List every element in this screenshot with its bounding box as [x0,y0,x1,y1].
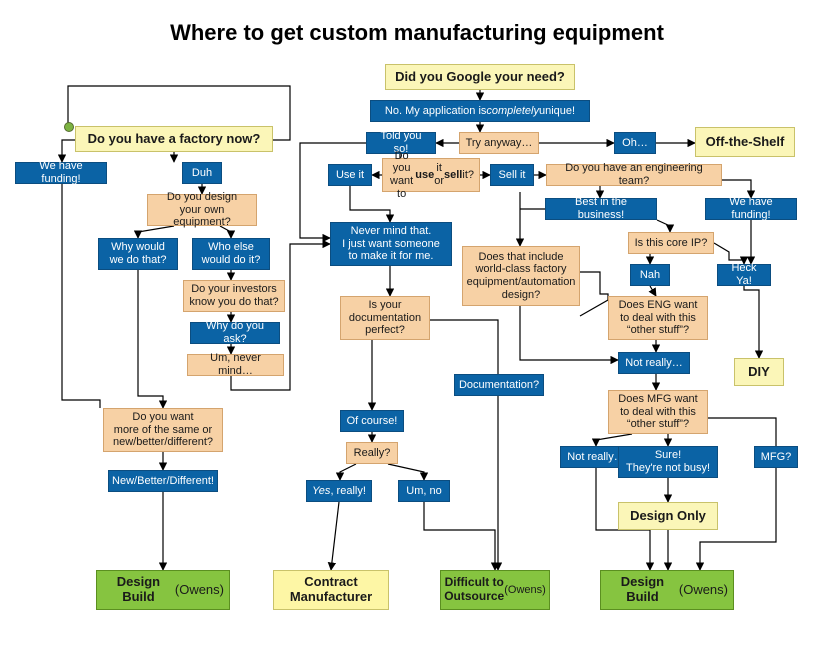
node-who: Who elsewould do it? [192,238,270,270]
node-heck: Heck Ya! [717,264,771,286]
node-inv: Do your investorsknow you do that? [183,280,285,312]
node-us1: Do you want touse it or sell it? [382,158,480,192]
node-mfgq: MFG? [754,446,798,468]
flowchart-canvas: Where to get custom manufacturing equipm… [0,0,834,648]
node-why: Why wouldwe do that? [98,238,178,270]
node-docq: Documentation? [454,374,544,396]
node-db2: Design Build(Owens) [600,570,734,610]
node-useit: Use it [328,164,372,186]
node-fund1: We have funding! [15,162,107,184]
node-umno: Um, no [398,480,450,502]
node-core: Is this core IP? [628,232,714,254]
node-eng: Do you have an engineering team? [546,164,722,186]
node-duh: Duh [182,162,222,184]
chart-title: Where to get custom manufacturing equipm… [0,20,834,46]
node-wc: Does that includeworld-class factoryequi… [462,246,580,306]
node-donly: Design Only [618,502,718,530]
node-n1: No. My application is completely unique! [370,100,590,122]
node-nr1: Not really… [618,352,690,374]
node-nev: Never mind that.I just want someoneto ma… [330,222,452,266]
node-whyask: Why do you ask? [190,322,280,344]
node-fund2: We have funding! [705,198,797,220]
node-mfgdeal: Does MFG wantto deal with this“other stu… [608,390,708,434]
start-dot [64,122,74,132]
node-diy: DIY [734,358,784,386]
node-try: Try anyway… [459,132,539,154]
node-rly: Really? [346,442,398,464]
node-des1: Do you designyour own equipment? [147,194,257,226]
node-yes: Yes, really! [306,480,372,502]
node-um: Um, never mind… [187,354,284,376]
node-cm: ContractManufacturer [273,570,389,610]
node-ofc: Of course! [340,410,404,432]
node-engdeal: Does ENG wantto deal with this“other stu… [608,296,708,340]
node-t1: Did you Google your need? [385,64,575,90]
node-fact: Do you have a factory now? [75,126,273,152]
node-more: Do you wantmore of the same ornew/better… [103,408,223,452]
node-nah: Nah [630,264,670,286]
node-doc: Is yourdocumentationperfect? [340,296,430,340]
node-best: Best in the business! [545,198,657,220]
node-oh: Oh… [614,132,656,154]
node-dto: Difficult toOutsource(Owens) [440,570,550,610]
node-sure: Sure!They're not busy! [618,446,718,478]
node-nbd: New/Better/Different! [108,470,218,492]
node-ots: Off-the-Shelf [695,127,795,157]
node-db1: Design Build(Owens) [96,570,230,610]
node-sell: Sell it [490,164,534,186]
